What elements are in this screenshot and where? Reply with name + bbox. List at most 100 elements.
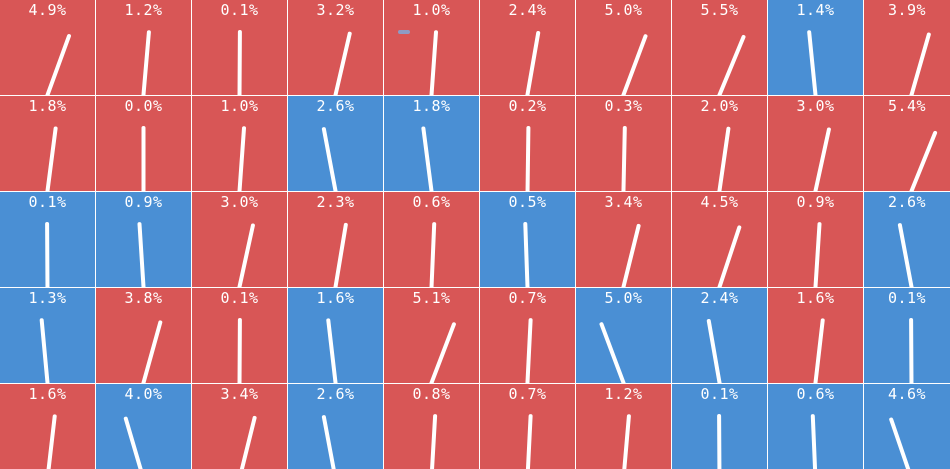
tile-5-5: 0.8% [384,384,479,469]
needle-svg [237,223,255,287]
tile-5-6: 0.7% [480,384,575,469]
needle-svg [897,223,914,287]
needle [429,222,437,287]
needle [430,414,438,469]
tile-1-9: 1.4% [768,0,863,95]
tile-4-8: 2.4% [672,288,767,383]
tile-1-7: 5.0% [576,0,671,95]
tile-5-4: 2.6% [288,384,383,469]
marker-icon [398,30,410,34]
tile-3-10: 2.6% [864,192,950,287]
percent-label: 1.6% [316,289,355,307]
needle [813,127,831,191]
needle-svg [141,320,163,383]
percent-label: 0.3% [604,97,643,115]
needle-svg [621,34,648,95]
needle [525,31,541,95]
tile-1-4: 3.2% [288,0,383,95]
needle [717,126,731,191]
needle [45,126,58,191]
percent-label: 5.5% [700,1,739,19]
percent-label: 0.1% [220,289,259,307]
needle [599,322,626,383]
needle [141,320,163,383]
tile-2-1: 1.8% [0,96,95,191]
percent-label: 3.8% [124,289,163,307]
needle-svg [137,222,146,287]
tile-3-4: 2.3% [288,192,383,287]
needle-svg [810,414,818,469]
needle-svg [141,126,146,191]
needle-svg [807,30,818,95]
needle-svg [321,127,338,191]
tile-4-4: 1.6% [288,288,383,383]
percent-label: 2.0% [700,97,739,115]
needle-svg [429,322,456,383]
needle-svg [45,222,50,287]
needle [239,415,257,469]
percent-label: 3.9% [887,1,927,19]
needle [333,31,352,95]
percent-label: 0.6% [412,193,451,211]
percent-label: 5.0% [604,1,643,19]
percent-label: 3.0% [796,97,835,115]
percent-label: 3.0% [220,193,259,211]
tile-1-3: 0.1% [192,0,287,95]
percent-label: 0.1% [220,1,259,19]
needle-svg [39,318,50,383]
percent-label: 0.7% [508,289,547,307]
tile-3-5: 0.6% [384,192,479,287]
tile-2-10: 5.4% [864,96,950,191]
needle [525,318,533,383]
percent-label: 4.9% [28,1,67,19]
needle-svg [421,126,434,191]
needle-svg [430,414,438,469]
tile-2-6: 0.2% [480,96,575,191]
percent-label: 2.4% [508,1,547,19]
needle [813,318,825,383]
needle-svg [525,31,541,95]
tile-5-8: 0.1% [672,384,767,469]
percent-label: 1.0% [220,97,259,115]
needle [622,414,631,469]
percent-label: 0.1% [887,289,927,307]
needle-svg [429,30,438,95]
tile-2-4: 2.6% [288,96,383,191]
needle-svg [321,415,336,469]
needle-svg [326,318,338,383]
needle-svg [717,225,742,287]
tile-5-3: 3.4% [192,384,287,469]
tile-5-1: 1.6% [0,384,95,469]
percent-label: 2.6% [887,193,927,211]
tile-2-3: 1.0% [192,96,287,191]
needle [141,30,151,95]
tile-3-3: 3.0% [192,192,287,287]
percent-label: 0.1% [700,385,739,403]
needle [137,222,146,287]
needle [813,222,822,287]
needle-svg [717,126,731,191]
percent-label: 4.5% [700,193,739,211]
needle [621,34,648,95]
tile-5-10: 4.6% [864,384,950,469]
percent-label: 4.0% [124,385,163,403]
needle-svg [429,222,437,287]
tile-4-6: 0.7% [480,288,575,383]
needle-svg [622,414,631,469]
needle-svg [717,414,722,469]
needle-svg [813,222,822,287]
needle-svg [123,416,143,469]
needle-svg [717,35,746,95]
needle [321,127,338,191]
needle [621,126,627,191]
needle-svg [45,126,58,191]
tile-3-9: 0.9% [768,192,863,287]
tile-2-9: 3.0% [768,96,863,191]
percent-label: 3.4% [220,385,259,403]
needle-svg [909,318,914,383]
percent-label: 0.0% [124,97,163,115]
tile-2-7: 0.3% [576,96,671,191]
percent-label: 1.8% [412,97,451,115]
needle [326,318,338,383]
tile-3-1: 0.1% [0,192,95,287]
